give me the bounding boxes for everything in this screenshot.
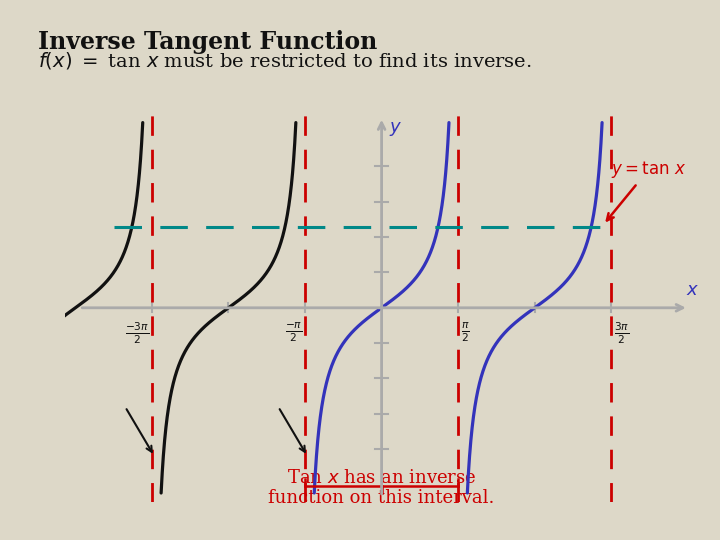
Text: $y$: $y$ bbox=[389, 120, 402, 138]
Text: Tan $x$ has an inverse: Tan $x$ has an inverse bbox=[287, 469, 477, 487]
Text: $x$: $x$ bbox=[686, 281, 700, 299]
Text: $\frac{-3\pi}{2}$: $\frac{-3\pi}{2}$ bbox=[125, 320, 150, 346]
Text: $\frac{-\pi}{2}$: $\frac{-\pi}{2}$ bbox=[285, 320, 302, 343]
Text: $f(x)$ $=$ tan $x$ must be restricted to find its inverse.: $f(x)$ $=$ tan $x$ must be restricted to… bbox=[38, 50, 532, 71]
Text: $\frac{3\pi}{2}$: $\frac{3\pi}{2}$ bbox=[613, 320, 629, 346]
Text: Inverse Tangent Function: Inverse Tangent Function bbox=[38, 30, 377, 54]
Text: function on this interval.: function on this interval. bbox=[269, 489, 495, 507]
Text: $y = \mathrm{tan}\ x$: $y = \mathrm{tan}\ x$ bbox=[607, 159, 686, 220]
Text: $\frac{\pi}{2}$: $\frac{\pi}{2}$ bbox=[461, 320, 469, 343]
